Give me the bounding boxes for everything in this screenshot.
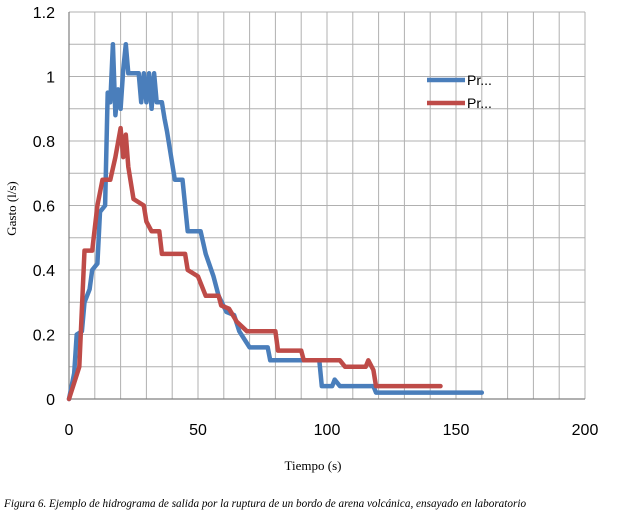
y-axis-label: Gasto (l/s) (4, 181, 19, 236)
y-tick-label: 0.8 (33, 134, 55, 151)
legend: Pr... Pr... (427, 72, 492, 111)
series-line-1 (66, 41, 485, 402)
x-tick-label: 50 (189, 422, 207, 439)
x-tick-labels: 0 50 100 150 200 (65, 422, 599, 439)
y-tick-label: 0.2 (33, 328, 55, 345)
legend-label-2: Pr... (467, 95, 492, 111)
x-tick-label: 0 (65, 422, 74, 439)
series-lines (66, 41, 485, 402)
legend-label-1: Pr... (467, 72, 492, 88)
gridlines (68, 11, 586, 400)
x-tick-label: 150 (443, 422, 470, 439)
x-tick-label: 200 (572, 422, 599, 439)
figure-caption: Figura 6. Ejemplo de hidrograma de salid… (4, 498, 527, 510)
hydrograph-chart: 00.20.40.60.811.2 0 50 100 150 200 Pr...Pr..… (4, 5, 599, 473)
y-tick-label: 1 (46, 70, 55, 87)
axes (68, 12, 585, 400)
y-tick-label: 0.6 (33, 199, 55, 216)
x-tick-label: 100 (314, 422, 341, 439)
y-tick-label: 1.2 (33, 5, 55, 22)
x-axis-label: Tiempo (s) (285, 458, 342, 473)
y-tick-label: 0.4 (33, 263, 55, 280)
y-tick-labels: 0 0.2 0.4 0.6 0.8 1 1.2 (33, 5, 55, 409)
y-tick-label: 0 (46, 392, 55, 409)
series-line-2 (66, 125, 443, 402)
